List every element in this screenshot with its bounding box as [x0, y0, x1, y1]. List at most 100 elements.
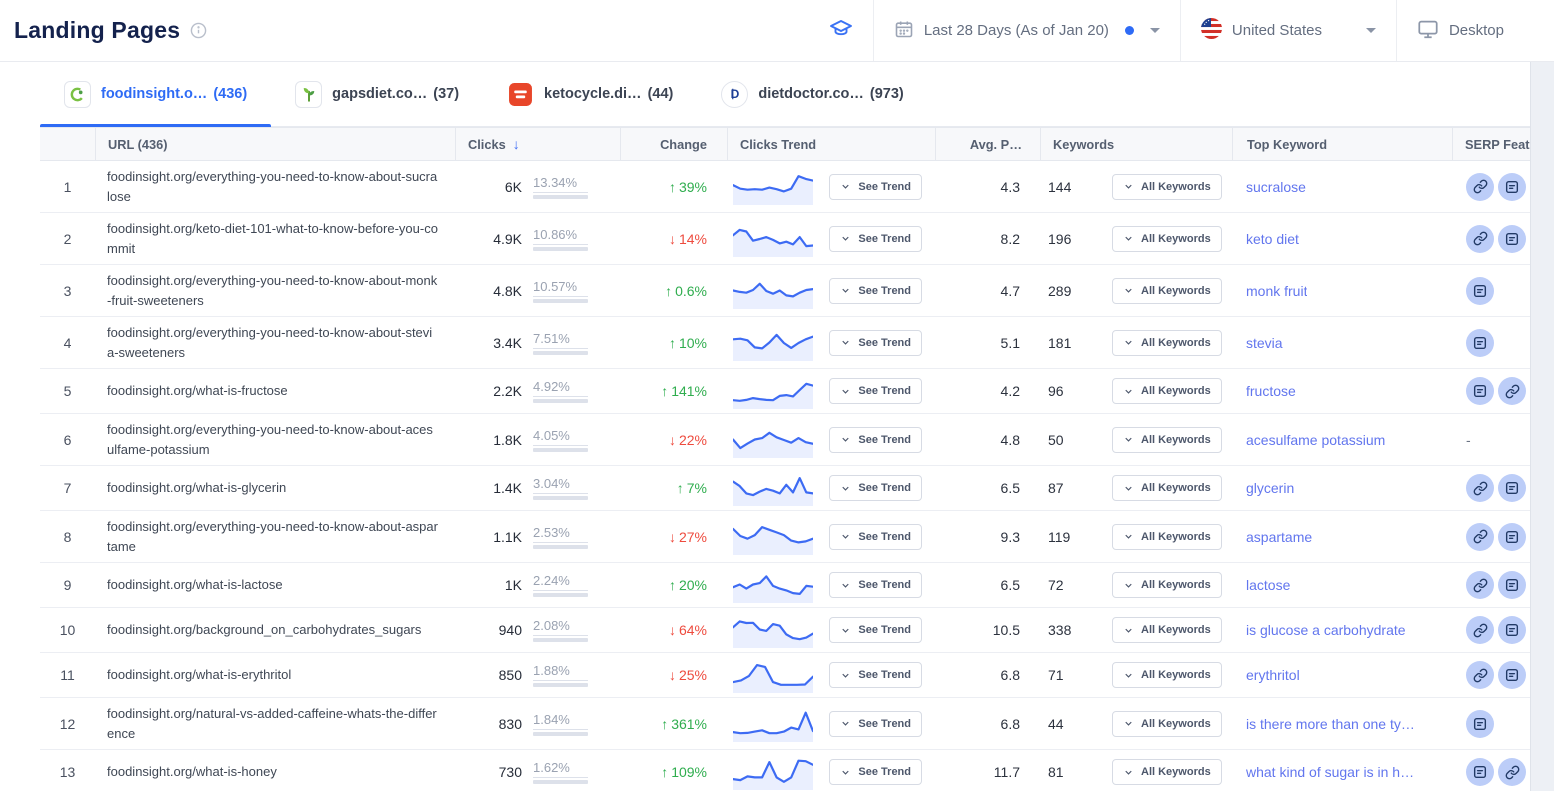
top-keyword-link[interactable]: sucralose: [1246, 178, 1306, 195]
all-keywords-button[interactable]: All Keywords: [1112, 426, 1222, 453]
keywords-cell: 44 All Keywords: [1040, 710, 1232, 737]
change-cell: ↓ 27%: [620, 529, 727, 545]
top-keyword-link[interactable]: erythritol: [1246, 667, 1300, 683]
see-trend-button[interactable]: See Trend: [829, 173, 922, 200]
traffic-share-value: 4.92%: [533, 379, 588, 397]
all-keywords-button[interactable]: All Keywords: [1112, 329, 1222, 356]
chevron-down-icon: [842, 673, 850, 678]
clicks-trend-cell: See Trend: [727, 325, 935, 361]
tab-foodinsight[interactable]: foodinsight.o… (436): [40, 62, 272, 127]
learn-button[interactable]: [809, 0, 873, 61]
top-keyword-link[interactable]: glycerin: [1246, 480, 1295, 496]
see-trend-button[interactable]: See Trend: [829, 523, 922, 550]
row-index: 5: [63, 383, 72, 399]
domain-tabs: foodinsight.o… (436) gapsdiet.co… (37) ketoc…: [40, 62, 1530, 127]
clicks-trend-cell: See Trend: [727, 221, 935, 257]
clicks-cell: 4.9K 10.86%: [455, 227, 620, 251]
see-trend-button[interactable]: See Trend: [829, 329, 922, 356]
link-serp-feature-icon: [1498, 377, 1526, 405]
landing-page-url-cell: foodinsight.org/everything-you-need-to-k…: [95, 317, 455, 368]
col-clicks[interactable]: Clicks ↓: [455, 128, 620, 160]
top-keyword-cell: acesulfame potassium: [1232, 432, 1452, 448]
device-selector[interactable]: Desktop: [1395, 0, 1554, 61]
top-keyword-link[interactable]: monk fruit: [1246, 282, 1308, 299]
tab-label: dietdoctor.co…: [758, 86, 864, 102]
top-keyword-cell: lactose: [1232, 577, 1452, 593]
top-keyword-link[interactable]: stevia: [1246, 334, 1283, 351]
clicks-trend-cell: See Trend: [727, 706, 935, 742]
traffic-share-bar: [533, 731, 588, 736]
see-trend-button[interactable]: See Trend: [829, 759, 922, 785]
clicks-cell: 1K 2.24%: [455, 573, 620, 597]
sort-descending-icon[interactable]: ↓: [512, 136, 520, 152]
all-keywords-button[interactable]: All Keywords: [1112, 475, 1222, 501]
all-keywords-button[interactable]: All Keywords: [1112, 378, 1222, 404]
country-selector[interactable]: United States: [1179, 0, 1396, 61]
avg-position-cell: 8.2: [1000, 230, 1020, 247]
change-cell: ↑ 0.6%: [620, 283, 727, 299]
top-keyword-link[interactable]: acesulfame potassium: [1246, 431, 1386, 448]
see-trend-button[interactable]: See Trend: [829, 225, 922, 252]
serp-features-cell: [1452, 474, 1530, 502]
tab-count: (37): [433, 86, 460, 102]
traffic-share: 13.34%: [533, 175, 588, 199]
top-keyword-link[interactable]: keto diet: [1246, 230, 1299, 247]
all-keywords-button[interactable]: All Keywords: [1112, 710, 1222, 737]
change-arrow-icon: ↓: [668, 528, 676, 545]
change-arrow-icon: ↑: [665, 282, 673, 299]
row-index: 2: [63, 230, 72, 247]
tab-ketocycle[interactable]: ketocycle.di… (44): [483, 62, 697, 126]
table-row: 11 foodinsight.org/what-is-erythritol 85…: [40, 653, 1530, 698]
table-row: 2 foodinsight.org/keto-diet-101-what-to-…: [40, 213, 1530, 265]
traffic-share-bar: [533, 399, 588, 403]
keywords-cell: 144 All Keywords: [1040, 173, 1232, 200]
top-keyword-link[interactable]: fructose: [1246, 383, 1296, 399]
clicks-cell: 1.4K 3.04%: [455, 476, 620, 500]
sitelinks-serp-feature-icon: [1466, 276, 1494, 305]
all-keywords-button[interactable]: All Keywords: [1112, 225, 1222, 252]
all-keywords-button[interactable]: All Keywords: [1112, 572, 1222, 598]
info-icon[interactable]: [190, 22, 207, 39]
top-keyword-cell: aspartame: [1232, 529, 1452, 545]
link-serp-feature-icon: [1466, 616, 1494, 644]
see-trend-button[interactable]: See Trend: [829, 662, 922, 688]
change-cell: ↑ 10%: [620, 335, 727, 351]
country-label: United States: [1231, 22, 1322, 39]
chevron-down-icon: [842, 389, 850, 394]
all-keywords-button[interactable]: All Keywords: [1112, 277, 1222, 304]
all-keywords-button[interactable]: All Keywords: [1112, 173, 1222, 200]
top-keyword-cell: sucralose: [1232, 179, 1452, 195]
see-trend-button[interactable]: See Trend: [829, 617, 922, 643]
all-keywords-button[interactable]: All Keywords: [1112, 617, 1222, 643]
link-serp-feature-icon: [1466, 661, 1494, 689]
gapsdiet-favicon-icon: [295, 80, 323, 108]
see-trend-button[interactable]: See Trend: [829, 710, 922, 737]
traffic-share-bar: [533, 496, 588, 500]
date-range-selector[interactable]: Last 28 Days (As of Jan 20): [872, 0, 1180, 61]
traffic-share: 4.92%: [533, 379, 588, 403]
all-keywords-button[interactable]: All Keywords: [1112, 523, 1222, 550]
see-trend-button[interactable]: See Trend: [829, 378, 922, 404]
change-arrow-icon: ↓: [668, 622, 676, 638]
top-keyword-link[interactable]: aspartame: [1246, 528, 1313, 545]
landing-page-url-cell: foodinsight.org/what-is-honey: [95, 756, 455, 788]
top-keyword-link[interactable]: lactose: [1246, 577, 1291, 593]
top-keyword-link[interactable]: what kind of sugar is in h…: [1246, 764, 1415, 780]
top-keyword-link[interactable]: is there more than one ty…: [1246, 715, 1415, 732]
see-trend-button[interactable]: See Trend: [829, 426, 922, 453]
change-value: ↑ 39%: [668, 178, 707, 195]
row-index: 6: [63, 431, 72, 448]
change-cell: ↓ 64%: [620, 622, 727, 638]
top-keyword-link[interactable]: is glucose a carbohydrate: [1246, 622, 1406, 638]
all-keywords-button[interactable]: All Keywords: [1112, 662, 1222, 688]
avg-position-cell: 6.8: [1000, 667, 1020, 683]
see-trend-button[interactable]: See Trend: [829, 572, 922, 598]
see-trend-button[interactable]: See Trend: [829, 277, 922, 304]
tab-gapsdiet[interactable]: gapsdiet.co… (37): [271, 62, 483, 126]
see-trend-button[interactable]: See Trend: [829, 475, 922, 501]
clicks-cell: 2.2K 4.92%: [455, 379, 620, 403]
tab-label: foodinsight.o…: [101, 86, 208, 102]
all-keywords-button[interactable]: All Keywords: [1112, 759, 1222, 785]
keywords-count: 72: [1048, 577, 1064, 593]
